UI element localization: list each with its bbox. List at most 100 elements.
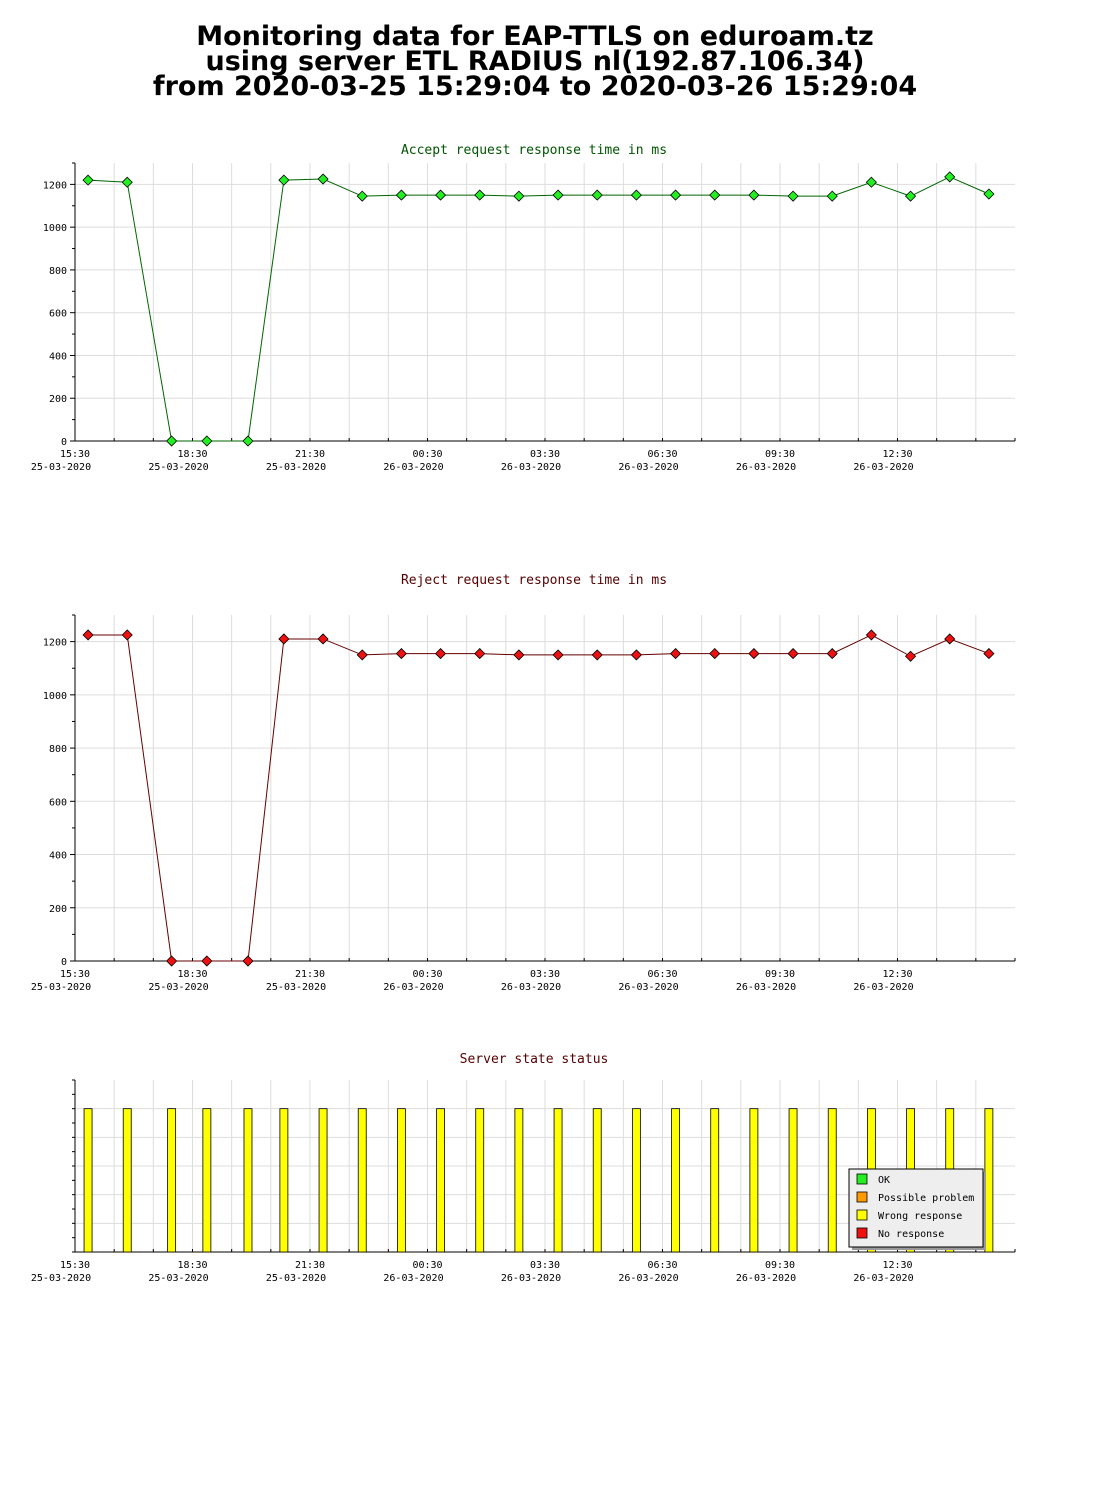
x-tick-label-date: 25-03-2020 [266,1273,326,1284]
x-tick-label-date: 25-03-2020 [148,982,208,993]
x-tick-label-time: 15:30 [60,969,90,980]
data-point [630,189,642,201]
y-tick-label: 400 [49,851,67,862]
x-tick-label-date: 25-03-2020 [31,982,91,993]
series-line [88,176,990,442]
legend-label: OK [878,1175,890,1186]
status-bar [396,1108,406,1253]
title-line-1: Monitoring data for EAP-TTLS on eduroam.… [196,21,874,52]
data-point [552,649,564,661]
x-tick-label-date: 25-03-2020 [148,1273,208,1284]
status-bar [592,1108,602,1253]
x-tick-label-time: 12:30 [882,969,912,980]
data-point [944,633,956,645]
x-tick-label-date: 26-03-2020 [501,1273,561,1284]
page-title: Monitoring data for EAP-TTLS on eduroam.… [0,21,1070,100]
x-tick-label-date: 26-03-2020 [383,1273,443,1284]
legend-swatch [856,1227,868,1239]
reject-response-chart: Reject request response time in ms 15:30… [31,573,1016,993]
x-tick-label-time: 12:30 [882,1260,912,1271]
status-bar [436,1108,445,1253]
x-tick-label-time: 03:30 [530,969,560,980]
x-tick-label-time: 12:30 [882,449,912,460]
data-point [201,435,213,447]
x-tick-label-time: 21:30 [295,449,325,460]
reject-chart-title: Reject request response time in ms [401,573,667,588]
y-tick-label: 600 [49,309,67,320]
status-bar [279,1108,289,1253]
data-point [591,649,603,661]
x-tick-label-date: 25-03-2020 [31,462,91,473]
status-bar [83,1108,93,1253]
status-bar [788,1108,798,1253]
data-point [904,190,917,202]
x-tick-label-time: 03:30 [530,1260,560,1271]
y-tick-label: 200 [49,904,67,915]
status-bar [122,1108,132,1253]
x-tick-label-date: 26-03-2020 [383,462,443,473]
data-point [630,649,642,661]
data-point [166,435,178,447]
legend-swatch [856,1209,868,1221]
status-bar [749,1108,759,1253]
legend-label: Wrong response [878,1211,962,1222]
status-bar [671,1108,680,1253]
x-tick-label-date: 26-03-2020 [736,982,796,993]
status-chart-title: Server state status [460,1052,609,1067]
x-tick-label-time: 00:30 [412,1260,442,1271]
x-tick-label-time: 21:30 [295,969,325,980]
series-line [88,634,990,962]
data-point [395,648,407,660]
status-bar [553,1108,563,1253]
data-point [669,648,682,660]
status-bar [514,1108,524,1253]
data-point [356,649,368,661]
data-point [121,176,133,188]
data-point [748,189,760,201]
status-bar [243,1108,253,1253]
data-point [944,171,956,183]
x-tick-label-date: 26-03-2020 [618,1273,678,1284]
x-tick-label-date: 26-03-2020 [853,462,913,473]
data-point [513,190,525,202]
y-tick-label: 0 [61,957,67,968]
data-point [552,189,564,201]
data-point [242,435,254,447]
data-point [787,190,799,202]
x-tick-label-time: 18:30 [177,449,207,460]
x-tick-label-time: 18:30 [177,1260,207,1271]
data-point [395,189,407,201]
legend-swatch [856,1173,868,1185]
x-tick-label-time: 18:30 [177,969,207,980]
data-point [787,648,799,660]
x-tick-label-time: 00:30 [412,449,442,460]
x-tick-label-time: 06:30 [647,1260,677,1271]
server-state-chart: Server state status 15:30 25-03-2020 18:30… [31,1052,1016,1284]
data-point [82,629,94,641]
y-tick-label: 1200 [43,638,67,649]
data-point [434,189,447,201]
data-point [904,650,917,662]
title-line-2: using server ETL RADIUS nl(192.87.106.34… [205,46,865,77]
x-tick-label-date: 26-03-2020 [501,982,561,993]
x-tick-label-time: 09:30 [765,969,795,980]
x-tick-label-time: 21:30 [295,1260,325,1271]
data-point [826,190,838,202]
x-tick-label-date: 26-03-2020 [383,982,443,993]
data-point [865,629,877,641]
y-tick-label: 1000 [43,223,67,234]
data-point [591,189,603,201]
data-point [983,648,995,660]
y-tick-label: 400 [49,351,67,362]
data-point [826,648,838,660]
status-bar [318,1108,328,1253]
data-point [278,633,290,645]
x-tick-label-date: 26-03-2020 [736,462,796,473]
status-bar [167,1108,177,1253]
status-bar [827,1108,837,1253]
x-tick-label-date: 26-03-2020 [853,982,913,993]
x-tick-label-date: 25-03-2020 [266,982,326,993]
x-tick-label-date: 26-03-2020 [853,1273,913,1284]
legend-label: Possible problem [878,1193,974,1204]
x-tick-label-date: 25-03-2020 [148,462,208,473]
